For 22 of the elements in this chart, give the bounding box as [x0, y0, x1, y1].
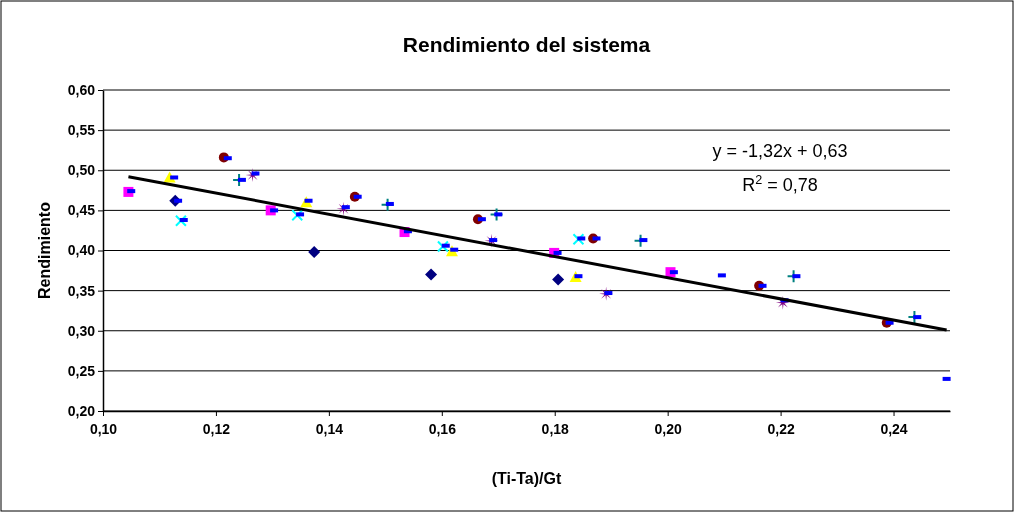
- y-tick-label: 0,35: [67, 282, 96, 299]
- y-tick-label: 0,30: [67, 322, 96, 339]
- x-axis-title: (Ti-Ta)/Gt: [491, 470, 562, 487]
- annotation: R$^{2}$ = 0,78: [742, 173, 818, 195]
- annotation: y = -1,32x + 0,63: [712, 141, 848, 161]
- y-tick-label: 0,40: [67, 242, 96, 259]
- x-tick-label: 0,18: [541, 421, 570, 438]
- y-tick-label: 0,55: [67, 122, 96, 139]
- x-tick-label: 0,20: [654, 421, 682, 438]
- x-tick-label: 0,16: [428, 421, 457, 438]
- x-tick-label: 0,10: [89, 421, 118, 438]
- y-tick-label: 0,20: [67, 402, 96, 419]
- y-tick-label: 0,50: [67, 162, 96, 179]
- x-tick-label: 0,22: [767, 421, 795, 438]
- y-tick-label: 0,25: [67, 362, 96, 379]
- y-tick-label: 0,45: [67, 202, 96, 219]
- y-axis-title: Rendimiento: [36, 201, 53, 299]
- y-tick-label: 0,60: [67, 81, 96, 98]
- x-tick-label: 0,24: [880, 421, 908, 438]
- x-tick-label: 0,12: [202, 421, 231, 438]
- chart-title: Rendimiento del sistema: [402, 33, 651, 56]
- x-tick-label: 0,14: [315, 421, 344, 438]
